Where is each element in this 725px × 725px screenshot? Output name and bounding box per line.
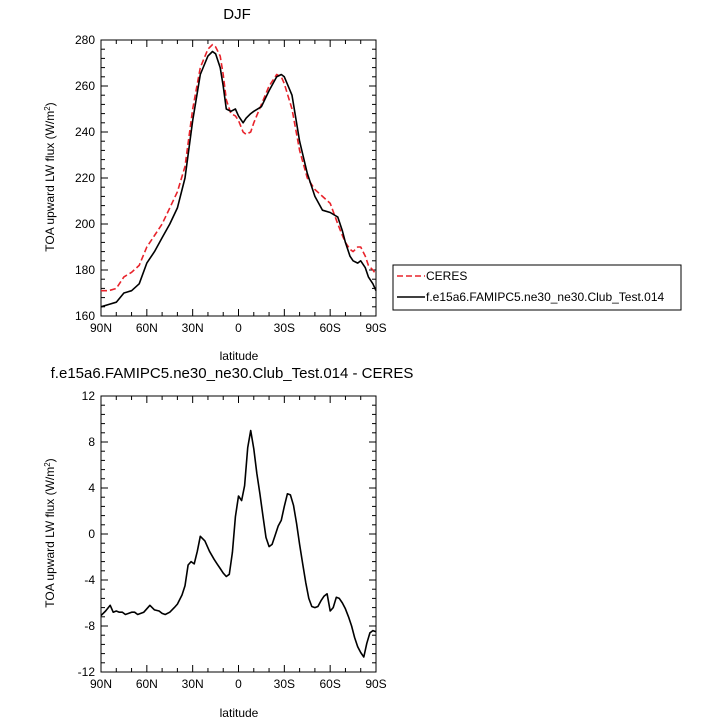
y-tick-label: -4 — [84, 573, 95, 587]
top-panel-xlabel: latitude — [220, 349, 259, 363]
bottom-panel-frame — [100, 395, 377, 673]
y-tick-label: 4 — [88, 481, 95, 495]
legend-model-label: f.e15a6.FAMIPC5.ne30_ne30.Club_Test.014 — [426, 290, 664, 304]
y-tick-label: -12 — [78, 665, 96, 679]
x-tick-label: 0 — [235, 677, 242, 691]
x-tick-label: 30N — [182, 321, 204, 335]
model-series-line-1 — [100, 429, 377, 658]
top-panel: DJF TOA upward LW flux (W/m2) latitude 9… — [43, 6, 387, 363]
bottom-panel: f.e15a6.FAMIPC5.ne30_ne30.Club_Test.014 … — [43, 365, 414, 720]
y-tick-label: 12 — [82, 389, 96, 403]
x-tick-label: 60N — [136, 677, 158, 691]
legend: CERES f.e15a6.FAMIPC5.ne30_ne30.Club_Tes… — [392, 264, 682, 311]
y-tick-label: 220 — [75, 171, 95, 185]
x-tick-label: 90S — [365, 321, 386, 335]
top-panel-ticks: 90N 60N 30N 0 30S 60S 90S 160 180 200 220 240 260 280 — [75, 33, 387, 335]
x-tick-label: 90N — [90, 321, 112, 335]
y-tick-label: 0 — [88, 527, 95, 541]
y-tick-label: 8 — [88, 435, 95, 449]
model-series-line-0 — [100, 50, 377, 308]
x-tick-label: 30N — [182, 677, 204, 691]
y-tick-label: 260 — [75, 79, 95, 93]
bottom-panel-series — [100, 429, 377, 658]
top-panel-title: DJF — [223, 6, 251, 23]
ceres-series-line — [101, 43, 377, 292]
x-tick-label: 90N — [90, 677, 112, 691]
x-tick-label: 30S — [274, 677, 295, 691]
x-tick-label: 60S — [319, 321, 340, 335]
y-tick-label: 180 — [75, 263, 95, 277]
y-tick-label: 200 — [75, 217, 95, 231]
bottom-panel-xlabel: latitude — [220, 706, 259, 720]
bottom-panel-ticks: 90N 60N 30N 0 30S 60S 90S -12 -8 -4 0 4 8 12 — [78, 389, 387, 691]
y-tick-label: -8 — [84, 619, 95, 633]
x-tick-label: 60S — [319, 677, 340, 691]
x-tick-label: 60N — [136, 321, 158, 335]
legend-box — [392, 264, 682, 311]
top-panel-ylabel: TOA upward LW flux (W/m2) — [43, 102, 58, 251]
top-panel-series — [100, 43, 377, 308]
bottom-panel-ylabel: TOA upward LW flux (W/m2) — [43, 458, 58, 607]
x-tick-label: 90S — [365, 677, 386, 691]
bottom-panel-title: f.e15a6.FAMIPC5.ne30_ne30.Club_Test.014 … — [51, 365, 414, 382]
legend-ceres-label: CERES — [426, 269, 467, 283]
y-tick-label: 160 — [75, 309, 95, 323]
y-tick-label: 280 — [75, 33, 95, 47]
x-tick-label: 0 — [235, 321, 242, 335]
x-tick-label: 30S — [274, 321, 295, 335]
y-tick-label: 240 — [75, 125, 95, 139]
